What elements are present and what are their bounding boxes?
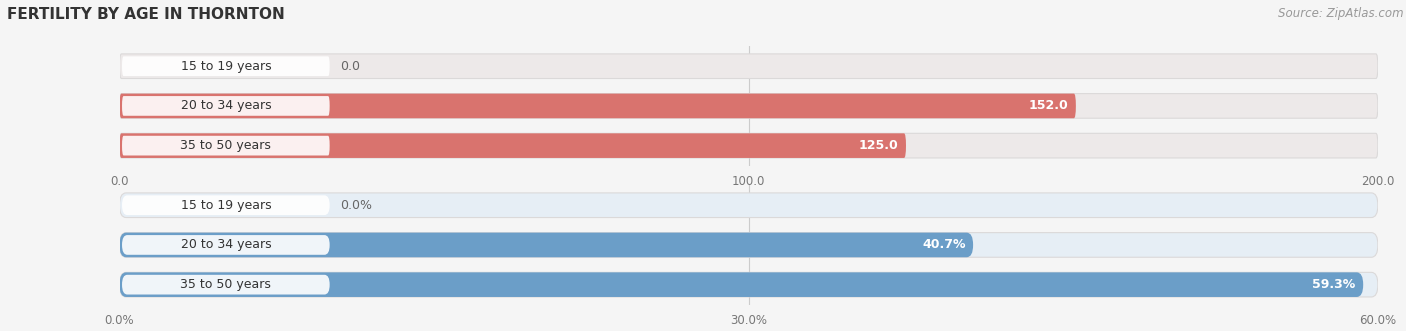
FancyBboxPatch shape (120, 233, 1378, 257)
Text: 20 to 34 years: 20 to 34 years (180, 99, 271, 113)
Text: 35 to 50 years: 35 to 50 years (180, 278, 271, 291)
Text: 15 to 19 years: 15 to 19 years (180, 199, 271, 212)
Text: 40.7%: 40.7% (922, 238, 966, 252)
Text: Source: ZipAtlas.com: Source: ZipAtlas.com (1278, 7, 1403, 20)
Text: 125.0: 125.0 (859, 139, 898, 152)
Text: 152.0: 152.0 (1029, 99, 1069, 113)
FancyBboxPatch shape (122, 235, 329, 255)
FancyBboxPatch shape (120, 272, 1364, 297)
Text: 0.0: 0.0 (340, 60, 360, 73)
Text: 35 to 50 years: 35 to 50 years (180, 139, 271, 152)
Text: FERTILITY BY AGE IN THORNTON: FERTILITY BY AGE IN THORNTON (7, 7, 285, 22)
FancyBboxPatch shape (122, 136, 329, 156)
FancyBboxPatch shape (122, 195, 329, 215)
FancyBboxPatch shape (122, 56, 329, 76)
Text: 0.0%: 0.0% (340, 199, 371, 212)
Text: 15 to 19 years: 15 to 19 years (180, 60, 271, 73)
FancyBboxPatch shape (120, 272, 1378, 297)
Text: 20 to 34 years: 20 to 34 years (180, 238, 271, 252)
FancyBboxPatch shape (120, 193, 1378, 217)
FancyBboxPatch shape (120, 94, 1076, 118)
FancyBboxPatch shape (120, 94, 1378, 118)
FancyBboxPatch shape (120, 133, 905, 158)
FancyBboxPatch shape (120, 133, 1378, 158)
Text: 59.3%: 59.3% (1312, 278, 1355, 291)
FancyBboxPatch shape (122, 96, 329, 116)
FancyBboxPatch shape (120, 54, 1378, 78)
FancyBboxPatch shape (122, 275, 329, 295)
FancyBboxPatch shape (120, 233, 973, 257)
